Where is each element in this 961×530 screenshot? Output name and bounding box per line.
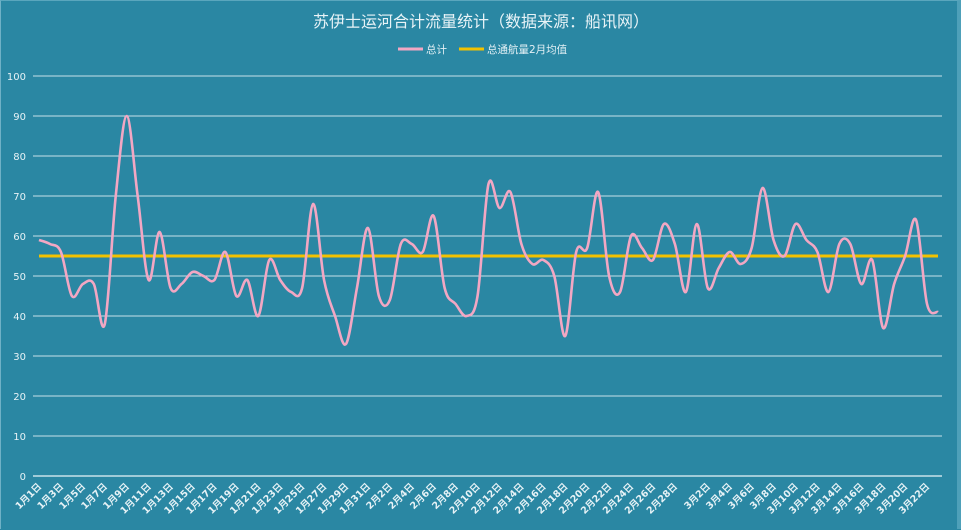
legend: 总计 总通航量2月均值 <box>398 43 568 56</box>
y-tick-label: 30 <box>13 352 26 363</box>
y-tick-label: 0 <box>20 472 26 483</box>
y-tick-label: 50 <box>13 272 26 283</box>
y-tick-label: 90 <box>13 112 26 123</box>
y-tick-label: 100 <box>7 72 26 83</box>
legend-label-total: 总计 <box>426 43 447 56</box>
y-tick-label: 60 <box>13 232 26 243</box>
y-tick-label: 40 <box>13 312 26 323</box>
y-axis: 0 10 20 30 40 50 60 70 80 90 100 <box>7 72 26 483</box>
x-axis: 1月1日1月3日1月5日1月7日1月9日1月11日1月13日1月15日1月17日… <box>14 481 933 516</box>
y-tick-label: 80 <box>13 152 26 163</box>
total-line <box>38 114 939 346</box>
series-layer <box>38 114 939 346</box>
legend-label-feb-average: 总通航量2月均值 <box>487 43 568 56</box>
y-tick-label: 10 <box>13 432 26 443</box>
chart-title: 苏伊士运河合计流量统计（数据来源：船讯网） <box>313 12 649 31</box>
y-tick-label: 70 <box>13 192 26 203</box>
y-tick-label: 20 <box>13 392 26 403</box>
gridlines <box>33 75 942 477</box>
